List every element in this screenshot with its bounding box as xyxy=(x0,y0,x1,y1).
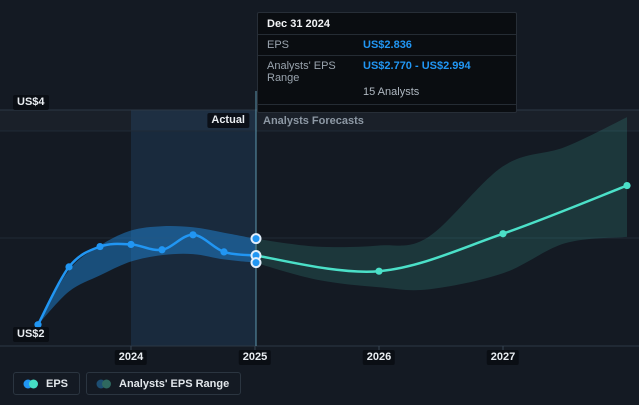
eps-actual-point[interactable] xyxy=(220,248,228,256)
eps-actual-point[interactable] xyxy=(65,263,73,271)
tooltip-analysts-count: 15 Analysts xyxy=(363,86,420,98)
eps-actual-point[interactable] xyxy=(127,240,135,249)
forecast-section-label: Analysts Forecasts xyxy=(263,115,364,127)
x-tick-2024: 2024 xyxy=(114,350,148,365)
y-axis-label-bottom: US$2 xyxy=(13,327,49,342)
y-axis-label-top: US$4 xyxy=(13,95,49,110)
tooltip-date: Dec 31 2024 xyxy=(258,13,516,35)
eps-forecast-point[interactable] xyxy=(623,181,631,190)
eps-series-icon xyxy=(23,379,38,388)
tooltip-range-label: Analysts' EPS Range xyxy=(267,60,336,84)
eps-forecast-line xyxy=(253,184,629,273)
tooltip-footer xyxy=(258,105,516,112)
legend-range-label: Analysts' EPS Range xyxy=(119,377,230,390)
legend-range-toggle[interactable]: Analysts' EPS Range xyxy=(86,372,242,395)
tooltip-eps-value: US$2.836 xyxy=(363,39,412,51)
eps-actual-point[interactable] xyxy=(189,231,197,239)
legend-eps-toggle[interactable]: EPS xyxy=(13,372,81,395)
actual-section-label: Actual xyxy=(207,113,249,128)
selected-range-max-marker[interactable] xyxy=(250,233,262,245)
eps-actual-point[interactable] xyxy=(96,242,104,251)
tooltip-range-row: Analysts' EPS Range US$2.770 - US$2.994 xyxy=(258,56,516,85)
tooltip-eps-row: EPS US$2.836 xyxy=(258,35,516,56)
eps-forecast-point[interactable] xyxy=(375,267,383,275)
tooltip-eps-label: EPS xyxy=(267,39,290,51)
x-tick-2027: 2027 xyxy=(486,350,520,365)
hover-highlight-region[interactable] xyxy=(131,110,256,346)
eps-actual-point[interactable] xyxy=(34,321,42,329)
selected-range-min-marker[interactable] xyxy=(250,257,262,269)
legend: EPS Analysts' EPS Range xyxy=(13,372,242,395)
x-tick-2025: 2025 xyxy=(238,350,272,365)
analysts-range-band-forecast xyxy=(255,117,627,291)
eps-actual-point[interactable] xyxy=(158,246,166,254)
tooltip-range-value: US$2.770 - US$2.994 xyxy=(363,60,471,72)
eps-forecast-point[interactable] xyxy=(499,230,507,238)
range-series-icon xyxy=(96,379,112,388)
tooltip-analysts-row: 15 Analysts xyxy=(258,85,516,105)
legend-eps-label: EPS xyxy=(46,377,69,390)
tooltip: Dec 31 2024 EPS US$2.836 Analysts' EPS R… xyxy=(257,12,517,113)
x-tick-2026: 2026 xyxy=(362,350,396,365)
